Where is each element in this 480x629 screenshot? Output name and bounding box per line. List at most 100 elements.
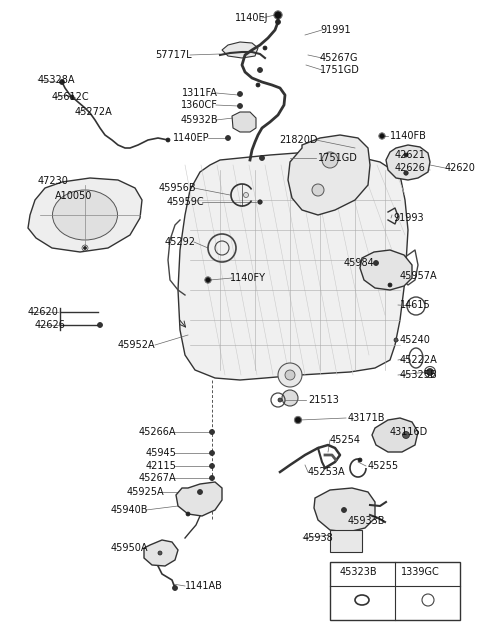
Circle shape — [209, 476, 215, 481]
Text: 42626: 42626 — [35, 320, 66, 330]
Text: 45938: 45938 — [303, 533, 334, 543]
Circle shape — [424, 596, 432, 603]
Text: 45957A: 45957A — [400, 271, 438, 281]
Text: 45984: 45984 — [343, 258, 374, 268]
Polygon shape — [28, 178, 142, 252]
Circle shape — [256, 83, 260, 87]
Circle shape — [70, 95, 74, 99]
Text: 21513: 21513 — [308, 395, 339, 405]
Circle shape — [278, 363, 302, 387]
Circle shape — [358, 458, 362, 462]
Text: 45325B: 45325B — [400, 370, 438, 380]
Text: 45323B: 45323B — [339, 567, 377, 577]
Text: 45222A: 45222A — [400, 355, 438, 365]
Text: A10050: A10050 — [55, 191, 92, 201]
Text: 1751GD: 1751GD — [320, 65, 360, 75]
Circle shape — [197, 489, 203, 494]
Circle shape — [282, 390, 298, 406]
Circle shape — [226, 135, 230, 140]
Circle shape — [97, 323, 103, 328]
Ellipse shape — [52, 190, 118, 240]
Circle shape — [84, 247, 86, 250]
Polygon shape — [178, 152, 408, 380]
Circle shape — [276, 19, 280, 25]
Text: 42620: 42620 — [28, 307, 59, 317]
Circle shape — [238, 91, 242, 96]
Polygon shape — [144, 540, 178, 566]
Circle shape — [263, 46, 267, 50]
Text: 1360CF: 1360CF — [181, 100, 218, 110]
Circle shape — [278, 398, 282, 402]
Polygon shape — [176, 482, 222, 516]
Polygon shape — [386, 145, 430, 180]
Text: 43171B: 43171B — [348, 413, 385, 423]
Text: 45267G: 45267G — [320, 53, 359, 63]
Circle shape — [404, 153, 408, 157]
Circle shape — [380, 133, 384, 138]
Polygon shape — [232, 112, 256, 132]
Circle shape — [275, 11, 281, 18]
Text: 47230: 47230 — [38, 176, 69, 186]
Circle shape — [243, 192, 249, 198]
Text: 45952A: 45952A — [118, 340, 155, 350]
Circle shape — [209, 464, 215, 469]
Circle shape — [312, 184, 324, 196]
Text: 45940B: 45940B — [110, 505, 148, 515]
Text: 45945: 45945 — [145, 448, 176, 458]
Text: 1140FY: 1140FY — [230, 273, 266, 283]
Text: 1311FA: 1311FA — [182, 88, 218, 98]
Circle shape — [258, 200, 262, 204]
Text: 45253A: 45253A — [308, 467, 346, 477]
Text: 1339GC: 1339GC — [401, 567, 439, 577]
Circle shape — [209, 430, 215, 435]
Polygon shape — [372, 418, 418, 452]
Circle shape — [172, 586, 178, 591]
Text: 1140EP: 1140EP — [173, 133, 210, 143]
Text: 45267A: 45267A — [138, 473, 176, 483]
Text: 45254: 45254 — [330, 435, 361, 445]
Bar — [330, 530, 362, 552]
Text: 43116D: 43116D — [390, 427, 428, 437]
Circle shape — [186, 512, 190, 516]
Text: 45925A: 45925A — [126, 487, 164, 497]
Polygon shape — [360, 250, 412, 290]
Text: 1140FB: 1140FB — [390, 131, 427, 141]
Text: 45959C: 45959C — [167, 197, 204, 207]
Text: 42620: 42620 — [445, 163, 476, 173]
Circle shape — [388, 283, 392, 287]
Circle shape — [166, 138, 170, 142]
Circle shape — [285, 370, 295, 380]
Bar — [330, 562, 460, 620]
Text: 45255: 45255 — [368, 461, 399, 471]
Circle shape — [373, 260, 379, 265]
Text: 45292: 45292 — [165, 237, 196, 247]
Circle shape — [260, 155, 264, 160]
Text: 45328A: 45328A — [38, 75, 75, 85]
Polygon shape — [288, 135, 370, 215]
Text: 42115: 42115 — [145, 461, 176, 471]
Text: 45272A: 45272A — [75, 107, 113, 117]
Text: 1751GD: 1751GD — [318, 153, 358, 163]
Circle shape — [427, 369, 433, 376]
Circle shape — [205, 277, 211, 282]
Text: 21820D: 21820D — [279, 135, 318, 145]
Circle shape — [404, 171, 408, 175]
Text: 45932B: 45932B — [180, 115, 218, 125]
Circle shape — [60, 79, 64, 84]
Text: 45240: 45240 — [400, 335, 431, 345]
Text: 91991: 91991 — [320, 25, 350, 35]
Text: 45956B: 45956B — [158, 183, 196, 193]
Text: 45950A: 45950A — [110, 543, 148, 553]
Circle shape — [322, 152, 338, 168]
Circle shape — [403, 431, 409, 438]
Circle shape — [394, 338, 398, 342]
Polygon shape — [314, 488, 375, 532]
Circle shape — [295, 417, 301, 423]
Text: 1141AB: 1141AB — [185, 581, 223, 591]
Text: 14615: 14615 — [400, 300, 431, 310]
Text: 45612C: 45612C — [52, 92, 90, 102]
Text: 42626: 42626 — [395, 163, 426, 173]
Text: 45266A: 45266A — [139, 427, 176, 437]
Circle shape — [341, 508, 347, 513]
Polygon shape — [222, 42, 258, 58]
